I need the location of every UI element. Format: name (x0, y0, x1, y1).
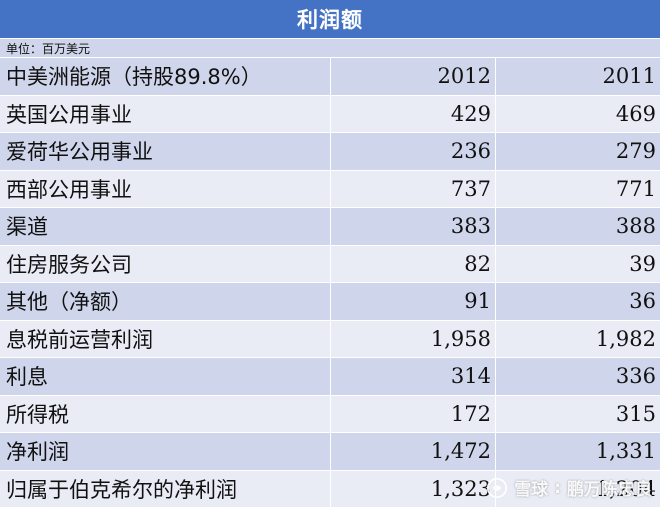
row-label: 其他（净额） (0, 283, 330, 320)
table-row: 住房服务公司 82 39 (0, 246, 660, 284)
table-row: 中美洲能源（持股89.8%） 2012 2011 (0, 58, 660, 96)
value-2011: 39 (495, 246, 660, 283)
row-label: 英国公用事业 (0, 96, 330, 133)
table-row: 渠道 383 388 (0, 208, 660, 246)
value-2011: 279 (495, 133, 660, 170)
table-row: 爱荷华公用事业 236 279 (0, 133, 660, 171)
watermark-separator: : (554, 478, 561, 498)
watermark-brand: 雪球 (514, 475, 548, 500)
unit-label: 单位：百万美元 (0, 39, 660, 58)
row-label: 渠道 (0, 208, 330, 245)
value-2012: 2012 (330, 58, 495, 95)
value-2012: 1,472 (330, 433, 495, 470)
value-2012: 1,958 (330, 321, 495, 358)
row-label: 净利润 (0, 433, 330, 470)
value-2011: 336 (495, 358, 660, 395)
snowball-logo-icon (486, 477, 508, 499)
row-label: 住房服务公司 (0, 246, 330, 283)
table-row: 所得税 172 315 (0, 396, 660, 434)
value-2012: 172 (330, 396, 495, 433)
value-2011: 2011 (495, 58, 660, 95)
table-row: 息税前运营利润 1,958 1,982 (0, 321, 660, 359)
value-2012: 91 (330, 283, 495, 320)
value-2012: 1,323 (330, 471, 495, 508)
row-label: 归属于伯克希尔的净利润 (0, 471, 330, 508)
value-2012: 737 (330, 171, 495, 208)
value-2011: 1,331 (495, 433, 660, 470)
table-row: 西部公用事业 737 771 (0, 171, 660, 209)
value-2011: 469 (495, 96, 660, 133)
value-2011: 36 (495, 283, 660, 320)
value-2012: 82 (330, 246, 495, 283)
table-row: 利息 314 336 (0, 358, 660, 396)
value-2011: 1,982 (495, 321, 660, 358)
value-2012: 314 (330, 358, 495, 395)
unit-text: 单位：百万美元 (6, 40, 90, 57)
value-2012: 383 (330, 208, 495, 245)
table-row: 净利润 1,472 1,331 (0, 433, 660, 471)
value-2011: 388 (495, 208, 660, 245)
row-label: 爱荷华公用事业 (0, 133, 330, 170)
table-title: 利润额 (0, 0, 660, 39)
table-row: 英国公用事业 429 469 (0, 96, 660, 134)
row-label: 所得税 (0, 396, 330, 433)
xueqiu-watermark: 雪球 : 鹏万陈忠良 (486, 475, 652, 500)
row-label: 西部公用事业 (0, 171, 330, 208)
value-2011: 771 (495, 171, 660, 208)
value-2011: 315 (495, 396, 660, 433)
row-label: 利息 (0, 358, 330, 395)
watermark-author: 鹏万陈忠良 (567, 475, 652, 500)
value-2012: 429 (330, 96, 495, 133)
row-label: 中美洲能源（持股89.8%） (0, 58, 330, 95)
row-label: 息税前运营利润 (0, 321, 330, 358)
value-2012: 236 (330, 133, 495, 170)
table-row: 其他（净额） 91 36 (0, 283, 660, 321)
